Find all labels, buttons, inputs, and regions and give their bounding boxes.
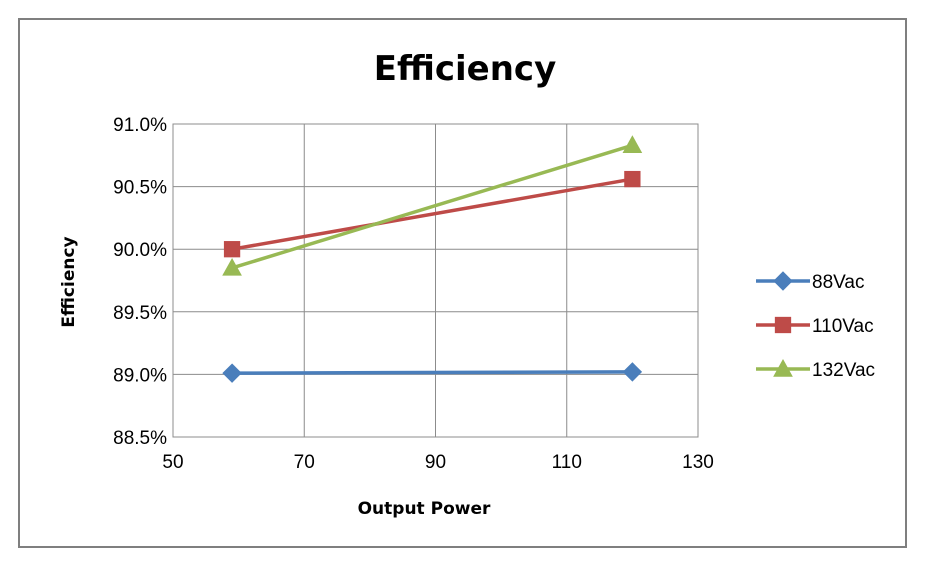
series-layer bbox=[222, 135, 643, 383]
efficiency-chart: Efficiency 88.5% 89.0% 89.5% 90.0% 90.5% 91.0… bbox=[59, 49, 875, 519]
plot-area-border bbox=[172, 123, 699, 438]
legend-marker bbox=[773, 271, 793, 291]
legend-entry-132vac: 132Vac bbox=[756, 358, 875, 381]
data-point bbox=[222, 257, 242, 276]
data-point bbox=[622, 362, 643, 382]
y-tick-label: 89.5% bbox=[113, 303, 167, 324]
y-tick-label: 91.0% bbox=[113, 115, 167, 136]
y-tick-label: 88.5% bbox=[113, 428, 167, 449]
data-point bbox=[624, 170, 641, 188]
x-tick-label: 90 bbox=[425, 452, 446, 473]
axes: 88.5% 89.0% 89.5% 90.0% 90.5% 91.0% 50 70 90 110 1… bbox=[113, 115, 714, 473]
legend-marker bbox=[773, 358, 793, 377]
series-line bbox=[230, 370, 635, 375]
x-tick-label: 50 bbox=[162, 452, 183, 473]
y-tick-label: 90.0% bbox=[113, 240, 167, 261]
legend-label: 88Vac bbox=[812, 272, 864, 293]
data-point bbox=[223, 241, 241, 258]
series-line bbox=[230, 177, 635, 251]
series-line bbox=[230, 143, 635, 270]
legend-entry-110vac: 110Vac bbox=[756, 316, 874, 337]
y-tick-label: 89.0% bbox=[113, 365, 167, 386]
legend-marker bbox=[774, 316, 792, 334]
data-point bbox=[622, 135, 643, 153]
legend-label: 132Vac bbox=[812, 360, 875, 381]
x-axis-title: Output Power bbox=[358, 499, 491, 519]
chart-frame: Efficiency 88.5% 89.0% 89.5% 90.0% 90.5% 91.0… bbox=[18, 18, 907, 548]
legend-entry-88vac: 88Vac bbox=[756, 271, 864, 293]
legend: 88Vac 110Vac 132Vac bbox=[756, 271, 875, 381]
y-axis-title: Efficiency bbox=[59, 236, 79, 327]
x-tick-label: 130 bbox=[682, 452, 714, 473]
x-tick-label: 70 bbox=[294, 452, 315, 473]
chart-title: Efficiency bbox=[374, 49, 557, 89]
series-110vac bbox=[223, 170, 641, 258]
grid bbox=[172, 123, 699, 438]
legend-label: 110Vac bbox=[812, 316, 874, 337]
series-132vac bbox=[222, 135, 643, 276]
series-88vac bbox=[222, 362, 643, 383]
data-point bbox=[222, 363, 242, 383]
x-tick-label: 110 bbox=[552, 452, 582, 473]
y-tick-label: 90.5% bbox=[113, 178, 167, 199]
